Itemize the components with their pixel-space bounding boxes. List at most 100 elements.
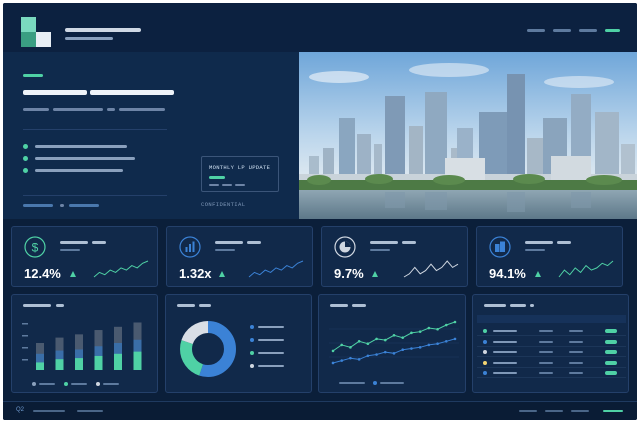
data-point xyxy=(331,349,335,353)
top-bar xyxy=(3,3,637,52)
row-status-badge xyxy=(605,339,617,344)
update-meta-1 xyxy=(209,184,219,186)
data-point xyxy=(453,337,457,341)
kpi-card-occupancy[interactable]: 94.1% xyxy=(476,226,623,287)
legend-dot xyxy=(32,382,36,386)
footer: Q2 xyxy=(3,401,637,420)
legend-label xyxy=(103,383,119,385)
data-point xyxy=(427,343,431,347)
data-point xyxy=(349,346,352,349)
stacked-bar-chart xyxy=(22,322,142,370)
kpi-label-2 xyxy=(402,241,416,244)
nav-item-active[interactable] xyxy=(605,29,620,32)
bar-chart-icon xyxy=(179,236,201,258)
bar-segment-mid xyxy=(36,353,44,370)
hero-subtext-2 xyxy=(53,108,103,111)
data-point xyxy=(357,339,361,343)
nav-item-3[interactable] xyxy=(579,29,597,32)
panel-title xyxy=(177,304,195,307)
kpi-label xyxy=(370,241,398,244)
kpi-label-2 xyxy=(92,241,106,244)
update-meta-3 xyxy=(235,184,245,186)
panel-title-2 xyxy=(56,304,64,307)
donut-chart-panel xyxy=(165,294,312,393)
bar-segment-top xyxy=(75,358,83,370)
bullet-icon xyxy=(23,168,28,173)
bar-segment-top xyxy=(114,353,122,370)
pie-chart-icon xyxy=(334,236,356,258)
row-cell xyxy=(569,351,583,353)
kpi-value: 94.1% xyxy=(489,266,526,281)
table-row[interactable] xyxy=(477,369,626,378)
legend-dot xyxy=(250,364,254,368)
kpi-card-multiple[interactable]: 1.32x xyxy=(166,226,313,287)
footer-link[interactable] xyxy=(545,410,563,412)
donut-chart xyxy=(180,321,236,377)
kpi-card-return[interactable]: $ 12.4% xyxy=(11,226,158,287)
data-point xyxy=(410,331,413,335)
monthly-update-card[interactable]: MONTHLY LP UPDATE xyxy=(201,156,279,192)
nav-item-1[interactable] xyxy=(527,29,545,32)
legend-label xyxy=(258,365,284,367)
nav-item-2[interactable] xyxy=(553,29,571,32)
row-cell xyxy=(539,351,553,353)
panel-title-2 xyxy=(510,304,526,307)
row-name xyxy=(493,351,517,353)
data-point xyxy=(453,320,457,324)
trend-up-icon xyxy=(219,271,225,277)
hero-subtext-4 xyxy=(119,108,165,111)
row-status-badge xyxy=(605,360,617,365)
kpi-value: 12.4% xyxy=(24,266,61,281)
table-row[interactable] xyxy=(477,359,626,368)
hero-link-1[interactable] xyxy=(23,204,53,207)
data-point xyxy=(444,339,448,343)
data-point xyxy=(383,350,387,354)
panel-title xyxy=(484,304,506,307)
row-cell xyxy=(569,330,583,332)
data-point xyxy=(401,348,405,352)
donut-slice xyxy=(180,321,236,377)
y-axis-ticks xyxy=(22,323,28,361)
data-point xyxy=(401,336,405,339)
monthly-update-title: MONTHLY LP UPDATE xyxy=(209,164,271,171)
footer-link-active[interactable] xyxy=(603,410,623,412)
data-point xyxy=(331,361,335,365)
sparkline xyxy=(248,260,304,278)
legend-label xyxy=(71,383,87,385)
status-dot xyxy=(483,350,487,354)
kpi-value: 9.7% xyxy=(334,266,364,281)
kpi-label xyxy=(215,241,243,244)
status-dot xyxy=(483,371,487,375)
hero-heading-part-1 xyxy=(23,90,87,95)
table-row[interactable] xyxy=(477,338,626,347)
bar-segment-top xyxy=(36,362,44,370)
legend-dot xyxy=(373,381,377,385)
logo-icon xyxy=(21,17,51,47)
divider xyxy=(23,129,167,130)
row-cell xyxy=(569,372,583,374)
hero-link-2[interactable] xyxy=(69,204,99,207)
kpi-sublabel xyxy=(370,249,390,251)
bullet-text-2 xyxy=(35,157,135,160)
status-dot xyxy=(483,339,487,344)
bullet-icon xyxy=(23,144,28,149)
data-point xyxy=(427,326,431,330)
data-point xyxy=(383,338,387,342)
legend-dot xyxy=(250,351,254,355)
footer-link[interactable] xyxy=(571,410,589,412)
footer-link[interactable] xyxy=(519,410,537,412)
bar-segment-top xyxy=(133,351,142,370)
legend-label xyxy=(258,339,284,341)
update-meta-2 xyxy=(222,184,232,186)
hero-text-block: MONTHLY LP UPDATE CONFIDENTIAL xyxy=(3,52,299,219)
data-point xyxy=(340,343,344,347)
legend-dot xyxy=(250,338,254,342)
donut-slice xyxy=(180,321,236,377)
data-point xyxy=(375,337,378,341)
kpi-card-yield[interactable]: 9.7% xyxy=(321,226,468,287)
table-row[interactable] xyxy=(477,348,626,357)
table-row[interactable] xyxy=(477,327,626,336)
legend-label xyxy=(39,383,55,385)
panel-title-3 xyxy=(530,304,534,307)
legend-label xyxy=(380,382,404,384)
